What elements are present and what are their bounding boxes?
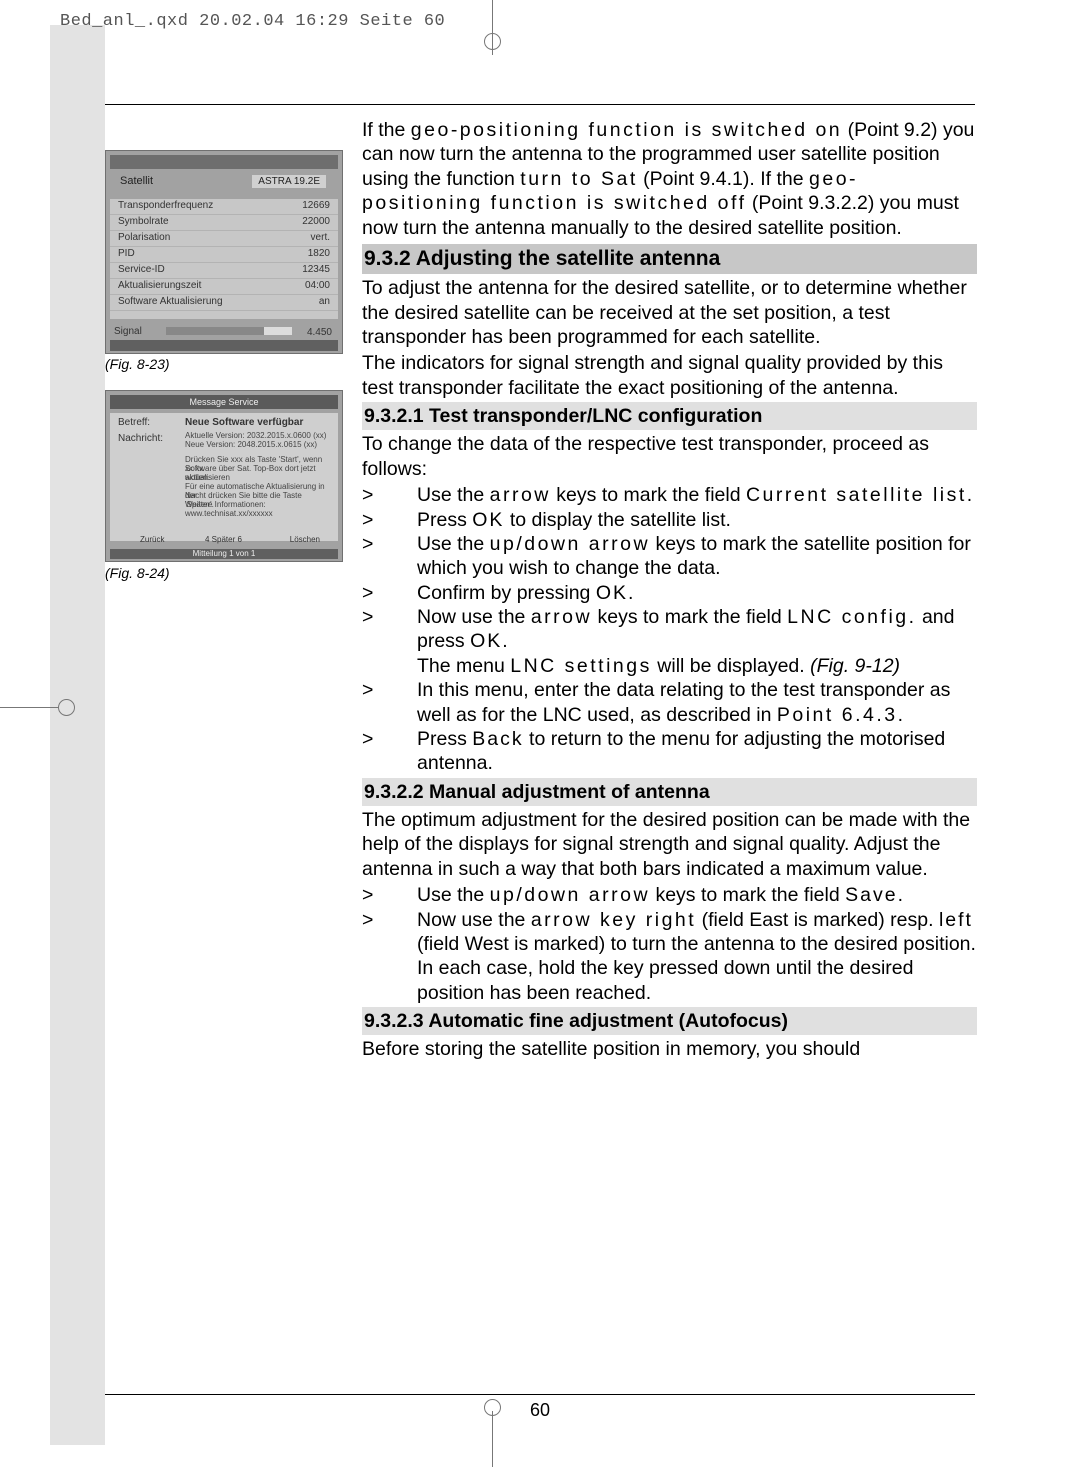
fig1-sat-label: Satellit	[120, 175, 153, 187]
fig1-table: Transponderfrequenz12669 Symbolrate22000…	[110, 199, 338, 319]
heading-9-3-2-2: 9.3.2.2 Manual adjustment of antenna	[362, 778, 977, 806]
s932-p1: To adjust the antenna for the desired sa…	[362, 276, 977, 349]
rule-top	[105, 104, 975, 105]
s9323-p1: Before storing the satellite position in…	[362, 1037, 977, 1061]
heading-9-3-2-3: 9.3.2.3 Automatic fine adjustment (Autof…	[362, 1007, 977, 1035]
rule-bottom	[105, 1394, 975, 1395]
list-item: >Use the up/down arrow keys to mark the …	[362, 883, 977, 907]
list-item: >Use the up/down arrow keys to mark the …	[362, 532, 977, 581]
fig2-banner: Message Service	[110, 395, 338, 409]
figure-8-23: Satellit ASTRA 19.2E Transponderfrequenz…	[105, 150, 343, 354]
intro-paragraph: If the geo-positioning function is switc…	[362, 118, 977, 240]
page-number: 60	[0, 1400, 1080, 1421]
list-item: >In this menu, enter the data relating t…	[362, 678, 977, 727]
s9321-intro: To change the data of the respective tes…	[362, 432, 977, 481]
list-item: >Press Back to return to the menu for ad…	[362, 727, 977, 776]
s932-p2: The indicators for signal strength and s…	[362, 351, 977, 400]
fig1-signal-value: 4.450	[307, 327, 332, 338]
list-item: >Confirm by pressing OK.	[362, 581, 977, 605]
page-margin-stripe	[50, 25, 105, 1445]
manual-page: Bed_anl_.qxd 20.02.04 16:29 Seite 60 60 …	[0, 0, 1080, 1467]
fig1-signal-label: Signal	[114, 326, 142, 337]
body-text: If the geo-positioning function is switc…	[362, 118, 977, 1064]
fig1-signal-bar	[166, 327, 292, 335]
figure-8-24-caption: (Fig. 8-24)	[105, 565, 170, 581]
heading-9-3-2-1: 9.3.2.1 Test transponder/LNC configurati…	[362, 402, 977, 430]
list-item: >Use the arrow keys to mark the field Cu…	[362, 483, 977, 507]
figure-8-24: Message Service Betreff: Nachricht: Neue…	[105, 390, 343, 562]
crop-mark-top	[492, 0, 494, 55]
fig1-sat-value: ASTRA 19.2E	[252, 175, 326, 188]
crop-mark-left	[0, 707, 72, 709]
list-item: >Press OK to display the satellite list.	[362, 508, 977, 532]
heading-9-3-2: 9.3.2 Adjusting the satellite antenna	[362, 244, 977, 274]
figure-8-23-caption: (Fig. 8-23)	[105, 356, 170, 372]
list-item: >Now use the arrow keys to mark the fiel…	[362, 605, 977, 678]
s9322-p1: The optimum adjustment for the desired p…	[362, 808, 977, 881]
print-header: Bed_anl_.qxd 20.02.04 16:29 Seite 60	[60, 12, 445, 31]
list-item: >Now use the arrow key right (field East…	[362, 908, 977, 1006]
